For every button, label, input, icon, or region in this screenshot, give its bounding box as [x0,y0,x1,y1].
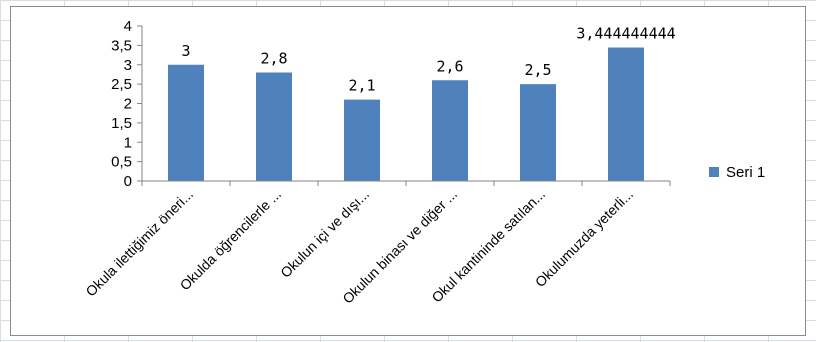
y-tick-label: 1,5 [111,115,132,132]
chart-area[interactable] [10,6,806,336]
bars: 3 2,8 2,1 2,6 2,5 3,444444444 [168,25,676,182]
x-category-label: Okulun içi ve dışı... [277,186,372,281]
legend-swatch [709,167,719,177]
y-tick-label: 2,5 [111,76,132,93]
y-tick-label: 1 [124,134,132,151]
bar[interactable] [168,64,204,181]
data-label: 3,444444444 [576,25,675,43]
data-label: 3 [181,42,190,60]
bar[interactable] [432,80,468,181]
bar[interactable] [344,99,380,181]
legend[interactable]: Seri 1 [709,164,765,181]
bar[interactable] [256,72,292,182]
y-tick-label: 3 [124,57,132,74]
data-label: 2,1 [348,77,375,95]
y-axis: 0 0,5 1 1,5 2 2,5 3 3,5 4 [111,18,143,190]
y-tick-label: 4 [124,18,132,35]
data-label: 2,5 [524,61,551,79]
x-category-label: Okulumuzda yeterli... [532,186,636,290]
data-label: 2,8 [260,50,287,68]
x-axis: Okula ilettiğimiz öneri...Okulda öğrenci… [82,180,671,307]
x-category-label: Okulda öğrencilerle ... [177,186,285,294]
bar[interactable] [520,84,556,181]
y-tick-label: 0,5 [111,154,132,171]
y-tick-label: 3,5 [111,37,132,54]
y-tick-label: 2 [124,96,132,113]
bar[interactable] [608,47,644,182]
legend-label: Seri 1 [726,164,765,181]
data-label: 2,6 [436,57,463,75]
y-tick-label: 0 [124,173,132,190]
